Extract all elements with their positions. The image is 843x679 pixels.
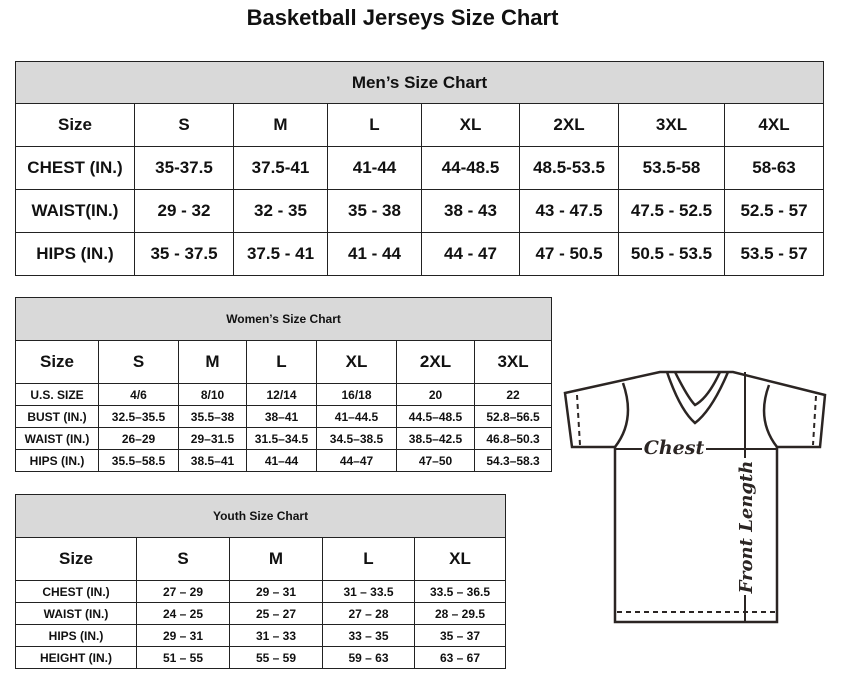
column-header: XL: [413, 537, 507, 581]
table-row: WAIST (IN.) 24 – 25 25 – 27 27 – 28 28 – 29.…: [15, 602, 507, 625]
table-cell: 63 – 67: [413, 646, 507, 669]
table-cell: 35 - 38: [327, 189, 422, 233]
table-cell: 44.5–48.5: [396, 405, 475, 428]
row-label: WAIST(IN.): [15, 189, 135, 233]
table-cell: 25 – 27: [229, 602, 323, 625]
table-cell: 38.5–42.5: [396, 427, 475, 450]
row-label: BUST (IN.): [15, 405, 99, 428]
collar: [665, 371, 730, 425]
table-cell: 33.5 – 36.5: [413, 580, 507, 603]
column-header: S: [134, 103, 234, 147]
table-cell: 44-48.5: [421, 146, 520, 190]
jersey-outline: [563, 370, 827, 624]
table-row: CHEST (IN.) 35-37.5 37.5-41 41-44 44-48.5 48.…: [15, 146, 825, 190]
column-header: M: [229, 537, 323, 581]
table-cell: 31.5–34.5: [246, 427, 317, 450]
column-header: L: [327, 103, 422, 147]
row-label: CHEST (IN.): [15, 146, 135, 190]
table-cell: 47 - 50.5: [519, 232, 619, 276]
table-row: HEIGHT (IN.) 51 – 55 55 – 59 59 – 63 63 – 67: [15, 646, 507, 669]
table-cell: 53.5 - 57: [723, 232, 825, 276]
column-header: L: [246, 340, 317, 384]
table-cell: 28 – 29.5: [413, 602, 507, 625]
table-row: HIPS (IN.) 35.5–58.5 38.5–41 41–44 44–47 47–5…: [15, 449, 553, 472]
size-header-row: Size S M L XL 2XL 3XL 4XL: [15, 103, 825, 147]
table-cell: 38–41: [246, 405, 317, 428]
table-cell: 32 - 35: [233, 189, 328, 233]
table-cell: 35 - 37.5: [134, 232, 234, 276]
table-cell: 54.3–58.3: [473, 449, 553, 472]
table-cell: 46.8–50.3: [473, 427, 553, 450]
column-header: M: [233, 103, 328, 147]
table-cell: 53.5-58: [618, 146, 725, 190]
size-header-row: Size S M L XL: [15, 537, 507, 581]
table-cell: 41-44: [327, 146, 422, 190]
row-label: WAIST (IN.): [15, 602, 137, 625]
table-cell: 48.5-53.5: [519, 146, 619, 190]
size-header-row: Size S M L XL 2XL 3XL: [15, 340, 553, 384]
table-cell: 52.8–56.5: [473, 405, 553, 428]
table-cell: 55 – 59: [229, 646, 323, 669]
table-row: WAIST(IN.) 29 - 32 32 - 35 35 - 38 38 - 43 43…: [15, 189, 825, 233]
table-row: U.S. SIZE 4/6 8/10 12/14 16/18 20 22: [15, 383, 553, 406]
table-cell: 29–31.5: [178, 427, 247, 450]
table-cell: 35.5–38: [178, 405, 247, 428]
table-cell: 37.5 - 41: [233, 232, 328, 276]
table-cell: 34.5–38.5: [316, 427, 397, 450]
youth-size-table: Youth Size Chart Size S M L XL CHEST (IN.) 27 –…: [14, 494, 507, 669]
table-cell: 47–50: [396, 449, 475, 472]
column-header: 3XL: [618, 103, 725, 147]
column-header: 2XL: [396, 340, 475, 384]
table-cell: 59 – 63: [322, 646, 415, 669]
table-row: CHEST (IN.) 27 – 29 29 – 31 31 – 33.5 33.5 –…: [15, 580, 507, 603]
chest-label: Chest: [644, 437, 705, 459]
page-title: Basketball Jerseys Size Chart: [246, 5, 559, 30]
column-header: Size: [15, 340, 99, 384]
mens-size-table: Men’s Size Chart Size S M L XL 2XL 3XL 4XL CHEST …: [14, 61, 825, 276]
table-cell: 31 – 33: [229, 624, 323, 647]
table-cell: 38.5–41: [178, 449, 247, 472]
table-row: WAIST (IN.) 26–29 29–31.5 31.5–34.5 34.5–38.…: [15, 427, 553, 450]
table-cell: 33 – 35: [322, 624, 415, 647]
row-label: HEIGHT (IN.): [15, 646, 137, 669]
column-header: 2XL: [519, 103, 619, 147]
table-cell: 41–44: [246, 449, 317, 472]
table-row: HIPS (IN.) 35 - 37.5 37.5 - 41 41 - 44 44 - …: [15, 232, 825, 276]
table-cell: 43 - 47.5: [519, 189, 619, 233]
row-label: HIPS (IN.): [15, 232, 135, 276]
table-cell: 51 – 55: [136, 646, 230, 669]
column-header: Size: [15, 537, 137, 581]
womens-size-table: Women’s Size Chart Size S M L XL 2XL 3XL U.S. SI…: [14, 297, 553, 472]
table-cell: 52.5 - 57: [723, 189, 825, 233]
column-header: L: [322, 537, 415, 581]
table-cell: 38 - 43: [421, 189, 520, 233]
table-cell: 27 – 29: [136, 580, 230, 603]
front-length-label: Front Length: [736, 461, 757, 595]
table-cell: 41 - 44: [327, 232, 422, 276]
table-cell: 24 – 25: [136, 602, 230, 625]
column-header: S: [136, 537, 230, 581]
table-cell: 58-63: [723, 146, 825, 190]
men-chart-heading: Men’s Size Chart: [14, 61, 825, 104]
youth-chart-heading: Youth Size Chart: [14, 494, 507, 538]
table-cell: 26–29: [98, 427, 179, 450]
table-cell: 29 – 31: [136, 624, 230, 647]
table-row: BUST (IN.) 32.5–35.5 35.5–38 38–41 41–44.5 44…: [15, 405, 553, 428]
row-label: HIPS (IN.): [15, 449, 99, 472]
column-header: XL: [421, 103, 520, 147]
